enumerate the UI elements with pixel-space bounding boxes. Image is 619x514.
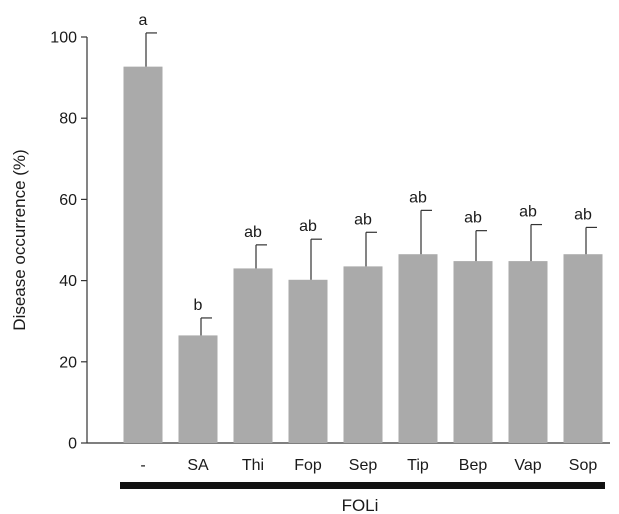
bar [508, 261, 548, 443]
y-tick-label: 20 [59, 354, 77, 371]
significance-label: ab [409, 189, 427, 206]
x-category-label: Tip [407, 457, 429, 474]
y-tick-label: 60 [59, 192, 77, 209]
y-tick-label: 40 [59, 273, 77, 290]
bar [343, 266, 383, 443]
chart-error-bars [145, 32, 597, 336]
chart-bars [123, 66, 603, 443]
bar [123, 66, 163, 443]
group-label: FOLi [342, 496, 379, 514]
significance-label: a [139, 12, 148, 29]
x-category-label: SA [187, 457, 209, 474]
chart-axes: 0 20 40 60 80 100 [50, 30, 610, 453]
significance-label: ab [519, 204, 537, 221]
x-category-label: Sop [569, 457, 598, 474]
x-category-label: Thi [242, 457, 264, 474]
bar [453, 261, 493, 443]
significance-label: ab [354, 211, 372, 228]
bar [233, 268, 273, 443]
significance-label: ab [574, 206, 592, 223]
y-tick-label: 80 [59, 111, 77, 128]
significance-label: ab [299, 218, 317, 235]
y-tick-label: 0 [68, 436, 77, 453]
x-category-label: Bep [459, 457, 488, 474]
x-category-label: Sep [349, 457, 378, 474]
x-category-label: - [140, 457, 145, 474]
chart-labels: a - b SA ab Thi ab Fop ab Sep ab Tip ab Bep ab Vap ab Sop [139, 12, 598, 474]
bar [288, 279, 328, 443]
group-bracket-bar [120, 482, 605, 489]
bar [563, 254, 603, 443]
significance-label: ab [464, 210, 482, 227]
y-tick-label: 100 [50, 30, 77, 47]
bar [178, 335, 218, 443]
y-axis-title: Disease occurrence (%) [10, 149, 29, 330]
significance-label: ab [244, 224, 262, 241]
significance-label: b [194, 297, 203, 314]
bar [398, 254, 438, 443]
x-category-label: Vap [514, 457, 541, 474]
x-category-label: Fop [294, 457, 322, 474]
